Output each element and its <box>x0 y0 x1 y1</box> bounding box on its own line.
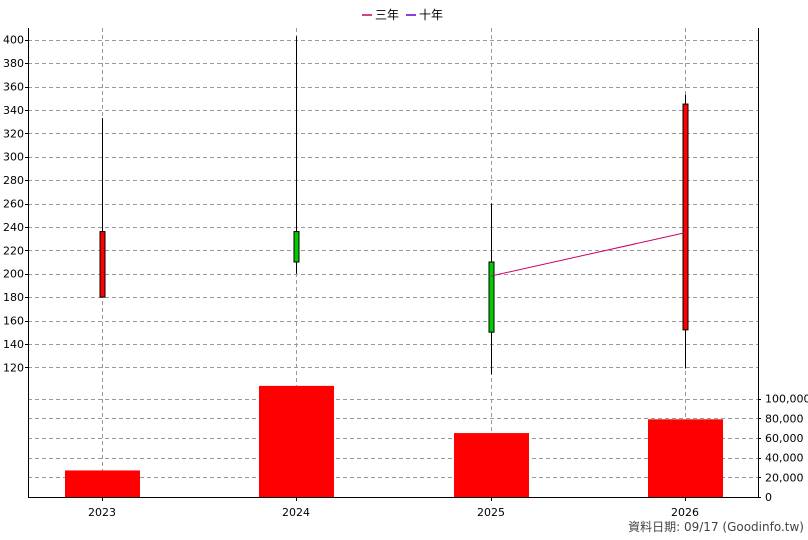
legend: 三年 十年 <box>362 8 443 22</box>
price-tick-label: 340 <box>3 104 24 117</box>
volume-bar-2023 <box>65 470 140 497</box>
candle-body-2025 <box>488 261 495 333</box>
price-tick-label: 360 <box>3 81 24 94</box>
three-year-line <box>490 232 686 277</box>
price-tick-label: 280 <box>3 174 24 187</box>
price-tick-label: 120 <box>3 361 24 374</box>
x-axis: 2023 2024 2025 2026 <box>88 497 699 519</box>
candle-body-2026 <box>682 103 689 331</box>
three-year-line-path <box>490 232 686 277</box>
x-tick-label: 2025 <box>477 506 505 519</box>
volume-bars <box>65 385 723 497</box>
price-axis: 120 140 160 180 200 220 240 260 280 300 320 340 360 3… <box>3 34 28 374</box>
volume-tick-label: 0 <box>765 491 772 504</box>
candlesticks <box>99 36 689 375</box>
volume-tick-label: 20,000 <box>765 471 804 484</box>
legend-label-0: 三年 <box>375 8 399 22</box>
x-tick-label: 2024 <box>282 506 310 519</box>
legend-label-1: 十年 <box>419 8 443 22</box>
volume-tick-label: 100,000 <box>765 393 808 406</box>
price-tick-label: 220 <box>3 244 24 257</box>
candle-body-2023 <box>99 231 106 298</box>
price-tick-label: 300 <box>3 151 24 164</box>
price-tick-label: 180 <box>3 291 24 304</box>
price-tick-label: 240 <box>3 221 24 234</box>
volume-tick-label: 80,000 <box>765 412 804 425</box>
x-tick-label: 2023 <box>88 506 116 519</box>
volume-axis: 0 20,000 40,000 60,000 80,000 100,000 <box>758 393 808 504</box>
price-tick-label: 400 <box>3 34 24 47</box>
price-tick-label: 140 <box>3 338 24 351</box>
price-tick-label: 260 <box>3 198 24 211</box>
price-tick-label: 320 <box>3 127 24 140</box>
price-tick-label: 200 <box>3 268 24 281</box>
volume-bar-2026 <box>648 419 723 497</box>
price-tick-label: 160 <box>3 315 24 328</box>
candle-body-2024 <box>293 231 300 263</box>
data-date-footer: 資料日期: 09/17 (Goodinfo.tw) <box>628 520 804 534</box>
volume-bar-2024 <box>259 385 334 497</box>
volume-tick-label: 40,000 <box>765 452 804 465</box>
volume-bar-2025 <box>454 433 529 497</box>
volume-tick-label: 60,000 <box>765 432 804 445</box>
x-tick-label: 2026 <box>671 506 699 519</box>
price-tick-label: 380 <box>3 57 24 70</box>
